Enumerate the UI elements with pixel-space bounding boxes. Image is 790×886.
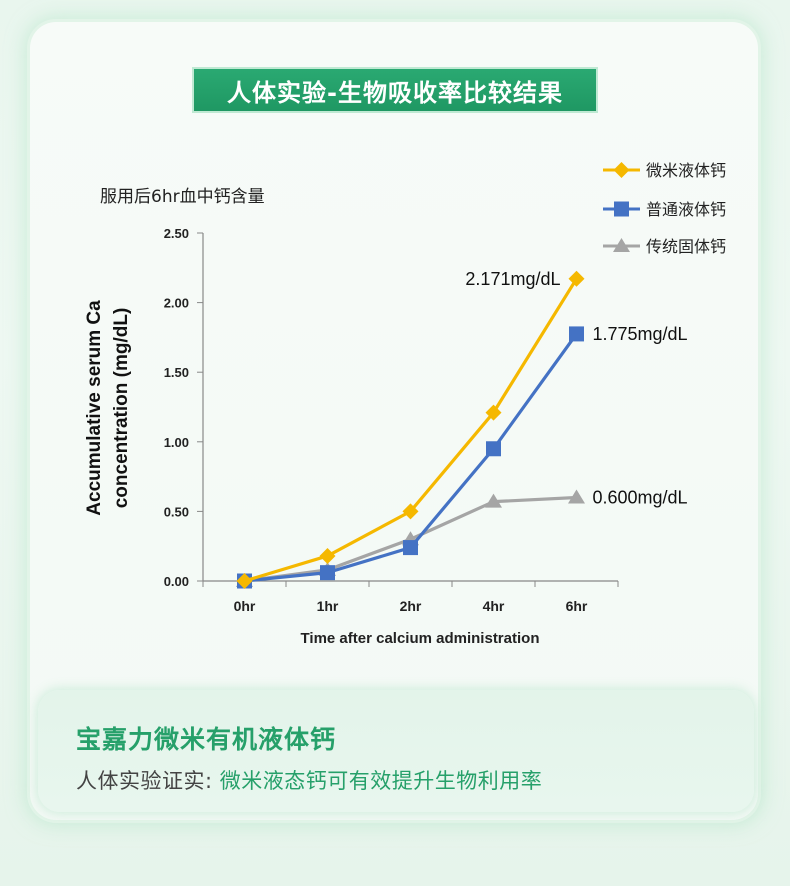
data-point — [485, 493, 502, 508]
series-1: 2.171mg/dL — [236, 269, 585, 589]
y-tick-label: 1.00 — [164, 435, 189, 450]
legend-label: 普通液体钙 — [646, 200, 726, 219]
legend-marker — [613, 238, 630, 252]
y-tick-label: 1.50 — [164, 365, 189, 380]
y-tick-label: 0.50 — [164, 504, 189, 519]
content-card — [30, 22, 758, 820]
claim-lead: 人体实验证实: — [76, 769, 213, 793]
y-tick-label: 2.00 — [164, 296, 189, 311]
x-tick-label: 1hr — [317, 598, 339, 614]
legend-item: 微米液体钙 — [603, 161, 726, 180]
page-title-banner: 人体实验-生物吸收率比较结果 — [192, 67, 598, 113]
chart-series: 0.600mg/dL 1.775mg/dL 2.171mg/dL — [236, 269, 688, 589]
x-tick-label: 4hr — [483, 598, 505, 614]
x-tick-label: 6hr — [566, 598, 588, 614]
claim-body: 微米液态钙可有效提升生物利用率 — [212, 769, 543, 793]
legend-label: 微米液体钙 — [646, 161, 726, 180]
y-axis-label-line2: concentration (mg/dL) — [111, 308, 132, 509]
series-2: 1.775mg/dL — [237, 324, 688, 589]
y-tick-label: 0.00 — [164, 574, 189, 589]
data-point — [568, 270, 585, 287]
data-point — [320, 565, 335, 581]
data-point — [569, 326, 584, 342]
legend-marker — [613, 162, 630, 178]
end-value-label: 1.775mg/dL — [593, 324, 688, 344]
page-title: 人体实验-生物吸收率比较结果 — [227, 78, 563, 107]
data-point — [403, 540, 418, 556]
x-tick-label: 0hr — [234, 598, 256, 614]
legend-marker — [614, 201, 629, 217]
series-3: 0.600mg/dL — [236, 487, 688, 587]
data-point — [486, 441, 501, 457]
y-tick-label: 2.50 — [164, 226, 189, 241]
data-point — [319, 547, 336, 564]
x-axis-label: Time after calcium administration — [301, 630, 540, 647]
brand-name: 宝嘉力微米有机液体钙 — [76, 725, 337, 754]
footer-box — [38, 690, 754, 812]
x-tick-label: 2hr — [400, 598, 422, 614]
end-value-label: 2.171mg/dL — [465, 269, 560, 289]
y-axis-label: Accumulative serum Ca concentration (mg/… — [84, 300, 132, 516]
chart-axes: 0.00 0.50 1.00 1.50 2.00 2.50 0hr 1hr 2hr 4hr 6hr — [164, 226, 619, 614]
claim-text: 人体实验证实: 微米液态钙可有效提升生物利用率 — [76, 765, 542, 795]
legend-label: 传统固体钙 — [646, 237, 726, 256]
data-point — [568, 489, 585, 504]
chart-title: 服用后6hr血中钙含量 — [100, 187, 265, 207]
legend-item: 普通液体钙 — [603, 200, 726, 219]
data-point — [485, 404, 502, 421]
data-point — [402, 503, 419, 520]
end-value-label: 0.600mg/dL — [593, 487, 688, 507]
y-axis-label-line1: Accumulative serum Ca — [84, 300, 105, 516]
data-point — [236, 573, 253, 589]
legend-item: 传统固体钙 — [603, 237, 726, 256]
